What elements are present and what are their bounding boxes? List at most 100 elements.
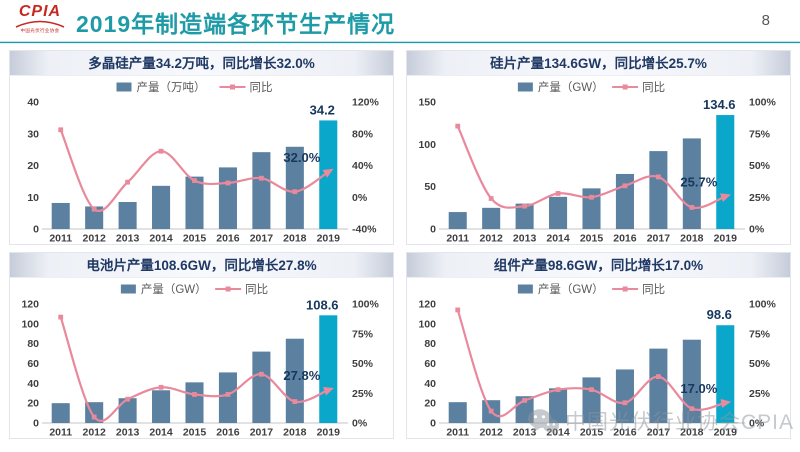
yoy-value-label: 32.0% bbox=[283, 150, 320, 165]
legend-bar-swatch bbox=[517, 284, 533, 294]
bar-2013 bbox=[118, 202, 137, 229]
bar-2011 bbox=[448, 212, 467, 229]
legend: 产量（GW） 同比 bbox=[517, 80, 665, 94]
svg-text:2017: 2017 bbox=[250, 233, 274, 245]
yoy-value-label: 25.7% bbox=[680, 174, 717, 189]
bar-2016 bbox=[615, 369, 634, 423]
svg-text:2018: 2018 bbox=[680, 427, 704, 439]
svg-text:产量（GW）: 产量（GW） bbox=[141, 282, 207, 296]
bar-2017 bbox=[252, 152, 271, 229]
chart-title: 多晶硅产量34.2万吨，同比增长32.0% bbox=[10, 51, 393, 76]
svg-text:2013: 2013 bbox=[513, 427, 537, 439]
svg-text:40: 40 bbox=[424, 378, 436, 390]
svg-text:100%: 100% bbox=[352, 299, 380, 311]
svg-text:2017: 2017 bbox=[647, 427, 671, 439]
svg-text:2015: 2015 bbox=[183, 427, 207, 439]
bar-2017 bbox=[649, 348, 668, 423]
svg-text:0: 0 bbox=[430, 224, 436, 236]
bar-2018 bbox=[682, 138, 701, 229]
svg-text:120: 120 bbox=[21, 299, 39, 311]
chart-panel-cell: 电池片产量108.6GW，同比增长27.8% 0 20 40 60 80 100 120 0%… bbox=[9, 252, 394, 439]
svg-text:100: 100 bbox=[418, 318, 436, 330]
bar-2018 bbox=[682, 339, 701, 423]
bar-2012 bbox=[85, 206, 104, 229]
bar-2015 bbox=[582, 188, 601, 229]
svg-text:80: 80 bbox=[27, 338, 39, 350]
svg-text:2014: 2014 bbox=[546, 233, 570, 245]
year-labels: 2011 2012 2013 2014 2015 2016 2017 2018 2019 bbox=[446, 427, 737, 439]
svg-text:2012: 2012 bbox=[82, 427, 106, 439]
yoy-value-label: 27.8% bbox=[283, 368, 320, 383]
line-arrow bbox=[720, 399, 732, 408]
cpia-logo: CPIA 中国光伏行业协会 bbox=[12, 4, 68, 34]
svg-text:120%: 120% bbox=[352, 97, 380, 109]
svg-text:80: 80 bbox=[424, 338, 436, 350]
svg-text:2018: 2018 bbox=[283, 233, 307, 245]
bottom-bar-blue bbox=[468, 446, 800, 452]
svg-text:同比: 同比 bbox=[642, 283, 665, 296]
page-title: 2019年制造端各环节生产情况 bbox=[76, 11, 396, 37]
svg-text:25%: 25% bbox=[352, 388, 374, 400]
svg-text:2016: 2016 bbox=[216, 233, 240, 245]
svg-text:60: 60 bbox=[424, 358, 436, 370]
bar-2018 bbox=[285, 146, 304, 229]
bar-2017 bbox=[252, 351, 271, 423]
svg-text:40%: 40% bbox=[352, 160, 374, 172]
bar-2012 bbox=[482, 207, 501, 229]
legend-bar-swatch bbox=[120, 284, 136, 294]
svg-text:75%: 75% bbox=[749, 328, 771, 340]
svg-text:0: 0 bbox=[33, 224, 39, 236]
svg-text:同比: 同比 bbox=[642, 81, 665, 94]
svg-text:2015: 2015 bbox=[183, 233, 207, 245]
svg-text:2011: 2011 bbox=[49, 233, 72, 245]
bar-2011 bbox=[51, 202, 70, 229]
svg-text:2016: 2016 bbox=[613, 427, 637, 439]
svg-text:80%: 80% bbox=[352, 128, 374, 140]
yoy-line bbox=[455, 123, 731, 210]
svg-text:30: 30 bbox=[27, 128, 39, 140]
svg-text:产量（万吨）: 产量（万吨） bbox=[137, 80, 206, 94]
chart-title: 组件产量98.6GW，同比增长17.0% bbox=[407, 253, 790, 278]
bar-2011 bbox=[51, 403, 70, 423]
chart-panel-wafer: 硅片产量134.6GW，同比增长25.7% 0 50 100 150 0% 25% 50% 7… bbox=[406, 50, 791, 245]
svg-text:2016: 2016 bbox=[216, 427, 240, 439]
svg-text:0%: 0% bbox=[352, 418, 368, 430]
year-labels: 2011 2012 2013 2014 2015 2016 2017 2018 2019 bbox=[446, 233, 737, 245]
year-labels: 2011 2012 2013 2014 2015 2016 2017 2018 2019 bbox=[49, 233, 340, 245]
bar-2017 bbox=[649, 151, 668, 229]
svg-text:2018: 2018 bbox=[680, 233, 704, 245]
svg-text:2016: 2016 bbox=[613, 233, 637, 245]
svg-text:50%: 50% bbox=[352, 358, 374, 370]
bar-value-label: 34.2 bbox=[310, 102, 335, 117]
chart-title: 硅片产量134.6GW，同比增长25.7% bbox=[407, 51, 790, 76]
bar-2016 bbox=[218, 372, 237, 423]
bar-2019 bbox=[716, 115, 735, 229]
svg-text:75%: 75% bbox=[749, 128, 771, 140]
yoy-line bbox=[58, 127, 334, 213]
svg-text:0: 0 bbox=[430, 418, 436, 430]
svg-text:2019: 2019 bbox=[317, 233, 341, 245]
legend-bar-swatch bbox=[116, 82, 132, 92]
svg-text:40: 40 bbox=[27, 97, 39, 109]
svg-text:50: 50 bbox=[424, 181, 436, 193]
svg-text:50%: 50% bbox=[749, 358, 771, 370]
cpia-logo-arc bbox=[15, 20, 65, 28]
svg-text:产量（GW）: 产量（GW） bbox=[538, 80, 604, 94]
svg-text:2012: 2012 bbox=[479, 427, 503, 439]
line-arrow bbox=[322, 168, 334, 178]
svg-text:2019: 2019 bbox=[714, 427, 738, 439]
line-arrow bbox=[720, 193, 731, 202]
bars bbox=[448, 115, 735, 229]
svg-text:2017: 2017 bbox=[250, 427, 274, 439]
svg-text:2013: 2013 bbox=[116, 233, 140, 245]
year-labels: 2011 2012 2013 2014 2015 2016 2017 2018 2019 bbox=[49, 427, 340, 439]
svg-text:2015: 2015 bbox=[580, 233, 604, 245]
svg-text:0%: 0% bbox=[749, 224, 765, 236]
svg-text:25%: 25% bbox=[749, 388, 771, 400]
svg-text:2014: 2014 bbox=[149, 233, 173, 245]
legend: 产量（GW） 同比 bbox=[120, 282, 268, 296]
svg-text:2011: 2011 bbox=[446, 233, 469, 245]
bar-2016 bbox=[218, 167, 237, 229]
